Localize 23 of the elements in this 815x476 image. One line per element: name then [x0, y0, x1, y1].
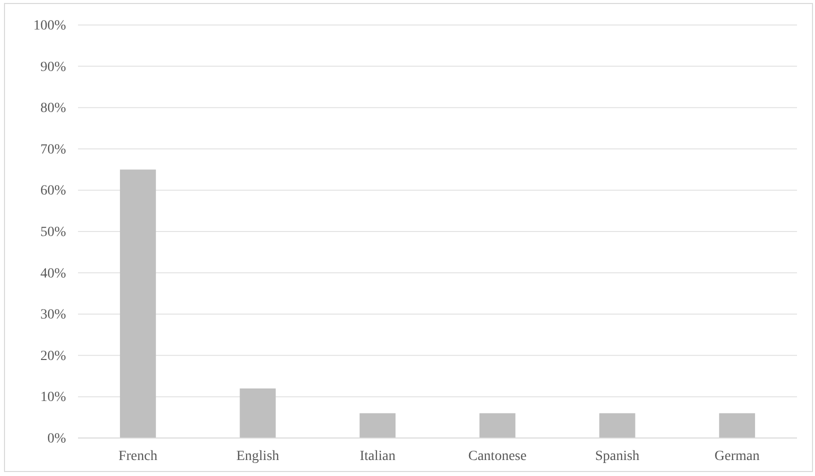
x-tick-label: German [714, 448, 760, 464]
bar [719, 413, 756, 438]
y-tick-label: 60% [40, 184, 66, 199]
x-tick-label: English [236, 448, 280, 464]
bar [240, 388, 276, 438]
y-tick-label: 0% [47, 431, 66, 446]
bar [599, 413, 636, 438]
x-tick-label: Italian [360, 448, 396, 464]
y-tick-label: 80% [40, 101, 66, 116]
bar [120, 170, 156, 438]
y-tick-label: 90% [40, 60, 66, 75]
y-tick-label: 70% [40, 142, 66, 158]
bar [360, 413, 396, 438]
y-tick-label: 50% [40, 224, 66, 240]
y-tick-label: 20% [40, 348, 66, 364]
y-tick-label: 40% [40, 266, 66, 282]
x-tick-label: Spanish [595, 448, 640, 464]
x-tick-label: Cantonese [468, 448, 527, 464]
bar [479, 413, 516, 438]
y-tick-label: 10% [40, 390, 66, 406]
y-tick-label: 30% [40, 308, 66, 323]
x-tick-label: French [118, 448, 158, 464]
y-tick-label: 100% [33, 18, 66, 34]
